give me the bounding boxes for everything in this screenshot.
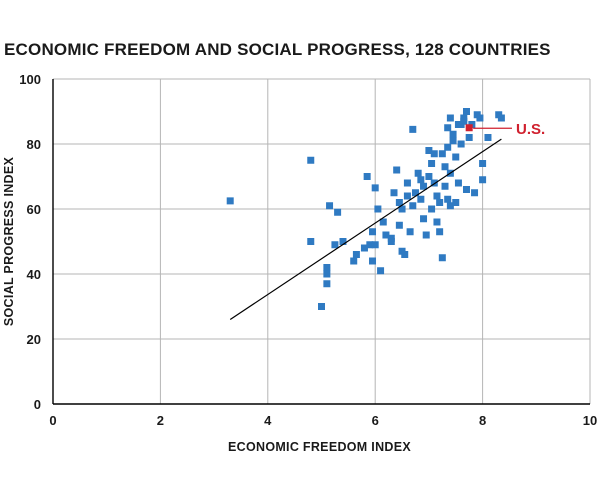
data-point bbox=[403, 192, 411, 200]
y-tick-label: 0 bbox=[34, 397, 41, 412]
x-tick-label: 0 bbox=[49, 413, 56, 428]
x-tick-label: 8 bbox=[479, 413, 486, 428]
data-point bbox=[436, 199, 444, 206]
y-tick-label: 20 bbox=[27, 332, 41, 347]
y-tick-label: 80 bbox=[27, 137, 41, 152]
data-point bbox=[425, 173, 433, 180]
x-tick-label: 2 bbox=[157, 413, 164, 428]
data-point bbox=[366, 241, 374, 249]
data-point bbox=[406, 228, 414, 236]
data-point bbox=[339, 238, 347, 245]
data-point bbox=[323, 280, 331, 288]
data-point bbox=[420, 182, 428, 190]
data-point bbox=[369, 228, 377, 236]
data-point bbox=[433, 192, 441, 200]
data-point bbox=[430, 150, 438, 158]
chart-title: ECONOMIC FREEDOM AND SOCIAL PROGRESS, 12… bbox=[4, 40, 551, 59]
data-point bbox=[479, 160, 487, 167]
x-axis-title: ECONOMIC FREEDOM INDEX bbox=[228, 440, 411, 454]
data-point bbox=[433, 218, 441, 226]
trend-line bbox=[229, 138, 502, 320]
data-point bbox=[444, 195, 452, 203]
data-point bbox=[497, 114, 505, 122]
data-point bbox=[425, 147, 433, 154]
data-point bbox=[387, 234, 395, 242]
data-point bbox=[441, 182, 449, 190]
data-point bbox=[444, 124, 452, 132]
data-point bbox=[484, 134, 492, 141]
data-point bbox=[326, 202, 334, 210]
data-point bbox=[409, 125, 417, 133]
data-point bbox=[307, 156, 315, 164]
data-point bbox=[446, 202, 454, 210]
data-point bbox=[369, 257, 377, 265]
data-point bbox=[395, 199, 403, 206]
data-point bbox=[398, 205, 406, 213]
data-point bbox=[471, 189, 479, 197]
data-point bbox=[390, 189, 398, 197]
data-point bbox=[323, 264, 331, 271]
data-point bbox=[318, 303, 325, 310]
data-point bbox=[444, 143, 452, 151]
data-point bbox=[462, 186, 470, 193]
data-point bbox=[441, 163, 449, 171]
data-point bbox=[374, 205, 382, 213]
data-point bbox=[417, 176, 425, 184]
data-point bbox=[382, 231, 390, 239]
data-point bbox=[414, 169, 422, 177]
y-tick-label: 40 bbox=[27, 267, 41, 282]
data-point bbox=[411, 189, 419, 197]
data-point bbox=[403, 179, 411, 187]
data-point bbox=[422, 231, 430, 239]
data-point bbox=[395, 221, 403, 229]
data-point bbox=[417, 195, 425, 203]
data-point bbox=[352, 251, 360, 258]
data-point bbox=[462, 108, 470, 115]
data-point bbox=[460, 117, 468, 125]
x-tick-label: 4 bbox=[264, 413, 272, 428]
data-point bbox=[323, 270, 331, 278]
y-tick-label: 100 bbox=[19, 72, 41, 87]
data-point bbox=[438, 254, 446, 262]
data-point bbox=[438, 150, 446, 158]
data-point bbox=[409, 202, 417, 210]
data-point bbox=[454, 121, 462, 128]
highlight-point bbox=[465, 124, 473, 132]
data-point bbox=[363, 173, 371, 180]
x-tick-label: 6 bbox=[372, 413, 379, 428]
data-point bbox=[371, 184, 379, 192]
data-point bbox=[331, 241, 339, 249]
data-point bbox=[350, 257, 358, 265]
y-tick-label: 60 bbox=[27, 202, 41, 217]
data-point bbox=[401, 251, 409, 258]
data-point bbox=[449, 137, 457, 145]
data-point bbox=[428, 205, 436, 213]
highlight-label: U.S. bbox=[516, 121, 545, 138]
data-point bbox=[454, 179, 462, 187]
data-point bbox=[377, 267, 385, 275]
data-point bbox=[452, 199, 460, 206]
data-point bbox=[420, 215, 428, 223]
data-point bbox=[436, 228, 444, 236]
data-point bbox=[307, 238, 315, 245]
data-point bbox=[452, 153, 460, 161]
data-point bbox=[476, 114, 484, 122]
data-point bbox=[430, 179, 438, 187]
data-point bbox=[334, 208, 342, 216]
data-point bbox=[428, 160, 436, 167]
y-axis-title: SOCIAL PROGRESS INDEX bbox=[2, 156, 16, 326]
data-point bbox=[379, 218, 387, 226]
data-point bbox=[446, 114, 454, 122]
data-point bbox=[360, 244, 368, 252]
data-point bbox=[393, 166, 401, 174]
data-point bbox=[457, 140, 465, 148]
x-tick-label: 10 bbox=[583, 413, 597, 428]
data-point bbox=[449, 130, 457, 138]
data-point bbox=[226, 197, 234, 205]
data-point bbox=[479, 176, 487, 184]
data-point bbox=[465, 134, 473, 141]
data-point bbox=[371, 241, 379, 249]
